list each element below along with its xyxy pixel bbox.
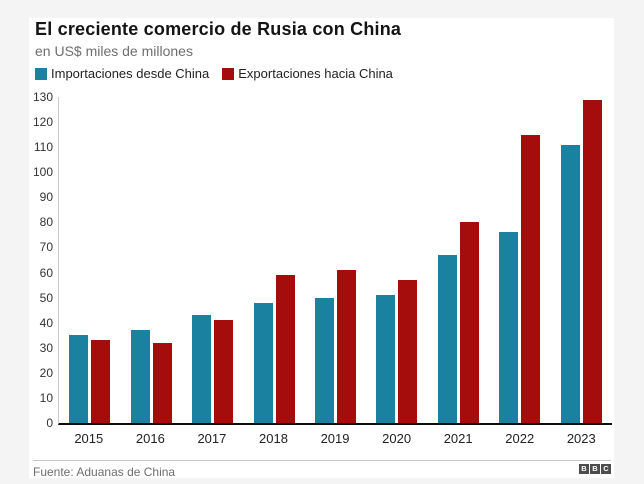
bar-group [59,97,120,423]
bar-importaciones-2018 [253,302,273,423]
bar-exportaciones-2016 [152,342,172,423]
y-tick-label: 120 [32,115,53,130]
y-tick-label: 80 [39,215,53,230]
chart-subtitle: en US$ miles de millones [35,43,193,59]
chart-card: El creciente comercio de Rusia con China… [29,18,614,479]
bar-importaciones-2017 [192,315,212,423]
bar-exportaciones-2015 [91,340,111,423]
bar-exportaciones-2019 [336,270,356,423]
bar-exportaciones-2018 [275,275,295,423]
x-tick-label: 2023 [566,431,596,446]
x-tick-label: 2017 [197,431,227,446]
x-tick-label: 2019 [320,431,350,446]
bar-exportaciones-2022 [521,134,541,423]
x-tick-label: 2015 [74,431,104,446]
legend-label: Importaciones desde China [51,66,210,81]
y-tick-label: 10 [39,390,53,405]
x-tick-label: 2018 [259,431,288,446]
y-tick-label: 60 [39,265,53,280]
y-tick-label: 70 [39,240,53,255]
bar-importaciones-2021 [437,255,457,423]
bbc-logo-block: B [579,464,589,474]
bar-importaciones-2016 [130,330,150,423]
bar-exportaciones-2023 [582,99,602,423]
y-tick-label: 50 [39,290,53,305]
bar-group [551,97,612,423]
bar-group [120,97,181,423]
footer-divider [33,460,611,461]
y-tick-label: 20 [39,365,53,380]
legend-label: Exportaciones hacia China [238,66,393,81]
x-tick-label: 2021 [443,431,473,446]
source-text: Fuente: Aduanas de China [33,465,176,479]
bar-group [366,97,427,423]
bar-exportaciones-2017 [214,320,234,423]
bbc-logo-block: C [601,464,611,474]
y-tick-label: 110 [33,140,53,155]
bar-importaciones-2022 [499,232,519,423]
bbc-logo-block: B [590,464,600,474]
legend-swatch [222,67,235,80]
y-tick-label: 30 [39,340,53,355]
legend-swatch [35,67,47,80]
x-tick-label: 2016 [135,431,165,446]
y-tick-label: 90 [39,190,53,205]
bar-group [428,97,489,423]
bar-importaciones-2015 [69,335,89,423]
y-tick-label: 130 [32,90,53,104]
plot-area [58,97,612,425]
y-tick-label: 40 [39,315,53,330]
bar-importaciones-2019 [314,297,334,423]
x-axis: 2015 2016 2017 2018 2019 2020 2021 2022 2023 [58,431,612,446]
y-axis: 0 10 20 30 40 50 60 70 80 90 100 110 120 130 [29,91,53,429]
bar-group [243,97,304,423]
chart-title: El creciente comercio de Rusia con China [35,19,402,39]
bar-importaciones-2020 [376,295,396,423]
x-tick-label: 2022 [505,431,535,446]
bar-exportaciones-2020 [398,280,418,423]
bar-group [182,97,243,423]
bar-importaciones-2023 [560,144,580,423]
legend-item: Importaciones desde China [35,66,209,81]
legend: Importaciones desde China Exportaciones h… [35,66,393,81]
bar-group [305,97,366,423]
bar-group [489,97,550,423]
y-tick-label: 0 [46,416,53,430]
legend-item: Exportaciones hacia China [222,66,393,81]
bar-exportaciones-2021 [459,222,479,423]
y-tick-label: 100 [32,165,53,180]
x-tick-label: 2020 [382,431,412,446]
